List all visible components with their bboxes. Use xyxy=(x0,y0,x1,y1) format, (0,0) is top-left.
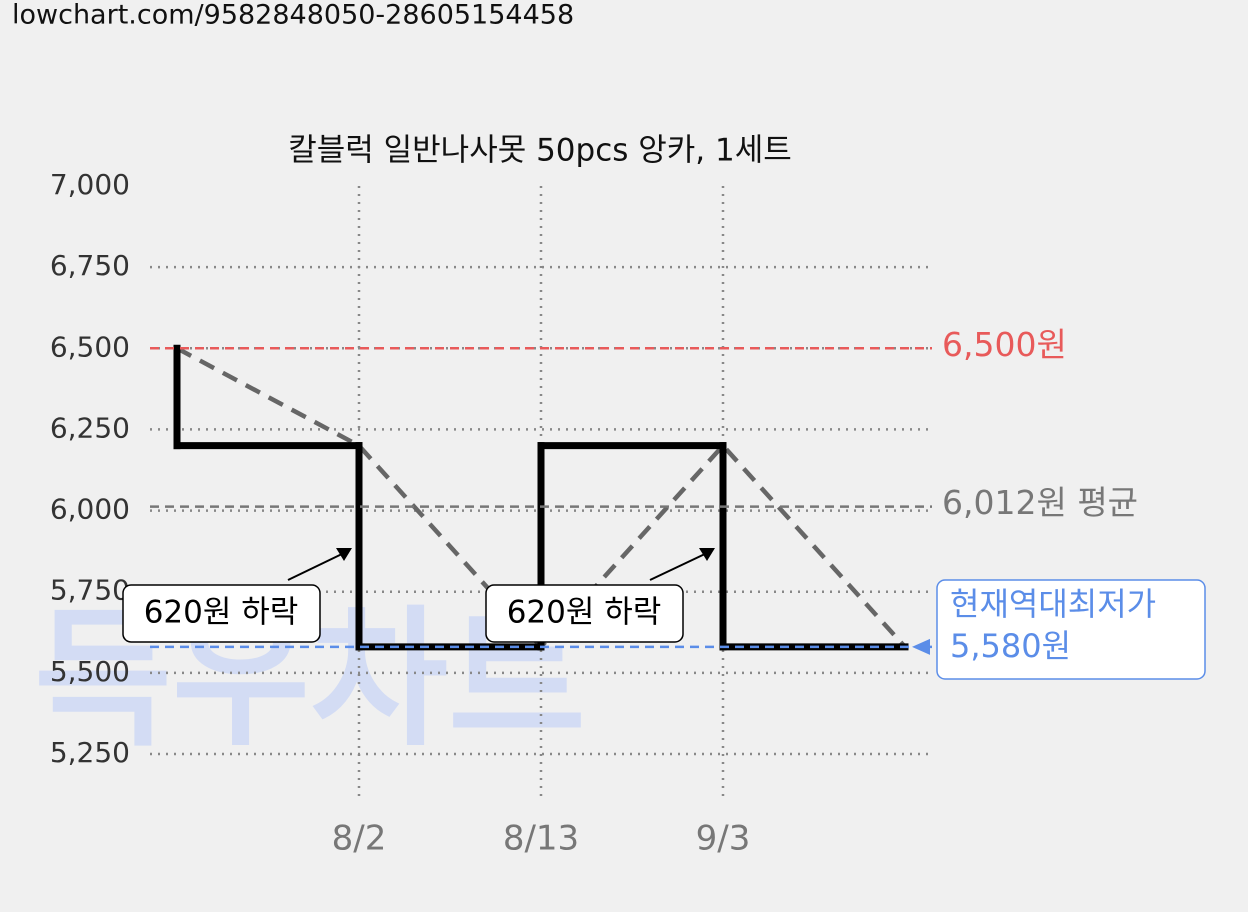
annotation-arrow-line xyxy=(287,552,345,581)
y-tick-label: 5,250 xyxy=(50,736,130,769)
y-tick-label: 6,750 xyxy=(50,249,130,282)
x-tick-label: 8/2 xyxy=(332,819,387,859)
y-tick-label: 5,500 xyxy=(50,655,130,688)
x-tick-label: 9/3 xyxy=(696,819,751,859)
annotation-arrow-head xyxy=(336,548,352,561)
annotation-box xyxy=(485,584,684,643)
reference-label: 6,500원 xyxy=(942,325,1067,364)
annotation-text: 620원 하락 xyxy=(144,595,299,631)
annotation-arrow-head xyxy=(699,548,715,561)
reference-arrow xyxy=(912,638,930,655)
annotation-text: 620원 하락 xyxy=(507,595,662,631)
annotation-box xyxy=(122,584,321,643)
chart-title: 칼블럭 일반나사못 50pcs 앙카, 1세트 xyxy=(288,133,792,169)
y-tick-label: 6,250 xyxy=(50,411,130,444)
y-tick-label: 5,750 xyxy=(50,574,130,607)
annotation-arrow-line xyxy=(649,552,708,581)
reference-label: 5,580원 xyxy=(950,627,1071,665)
y-tick-label: 7,000 xyxy=(50,168,130,201)
page-url: lowchart.com/9582848050-28605154458 xyxy=(12,0,574,31)
y-tick-label: 6,000 xyxy=(50,493,130,526)
x-tick-label: 8/13 xyxy=(503,819,579,859)
reference-box xyxy=(936,579,1206,680)
y-tick-label: 6,500 xyxy=(50,330,130,363)
reference-note: 현재역대최저가 xyxy=(950,585,1156,623)
reference-label: 6,012원 평균 xyxy=(942,483,1138,522)
